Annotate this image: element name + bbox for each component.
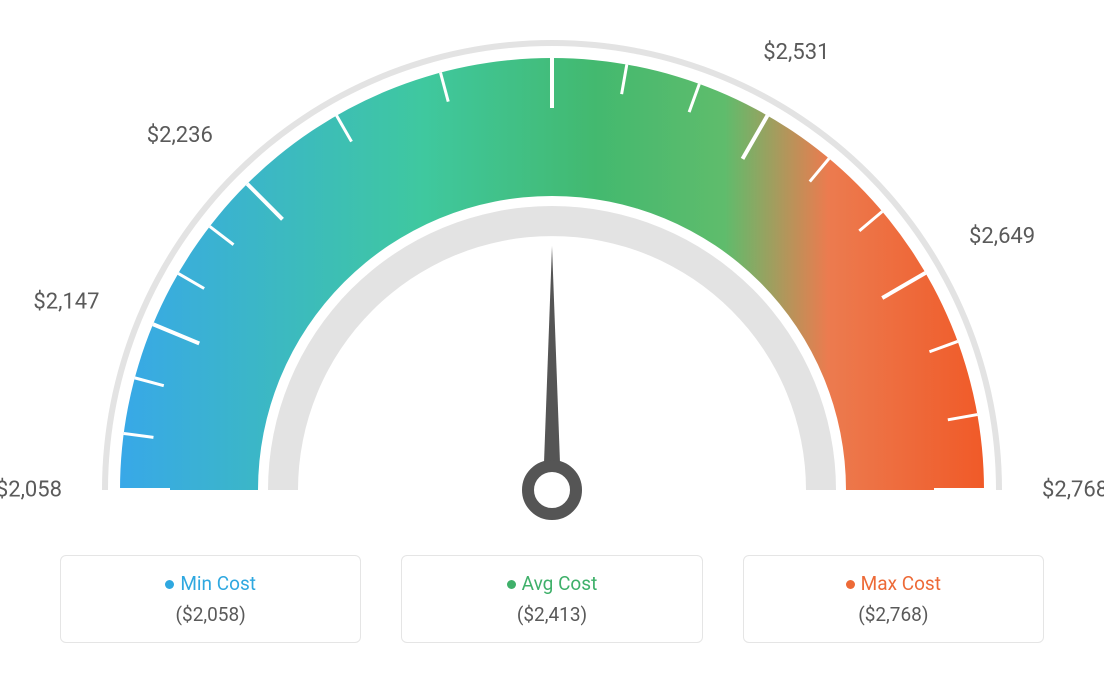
legend-title: Min Cost xyxy=(81,572,340,595)
gauge-chart xyxy=(0,0,1104,560)
legend-dot xyxy=(846,580,855,589)
gauge-area: $2,058$2,147$2,236$2,413$2,531$2,649$2,7… xyxy=(0,0,1104,540)
legend-card: Avg Cost ($2,413) xyxy=(401,555,702,643)
legend-value: ($2,413) xyxy=(422,603,681,626)
legend-title-text: Max Cost xyxy=(861,572,941,595)
needle-hub xyxy=(528,466,576,514)
legend-dot xyxy=(507,580,516,589)
legend-dot xyxy=(165,580,174,589)
legend-value: ($2,058) xyxy=(81,603,340,626)
legend-title: Avg Cost xyxy=(422,572,681,595)
tick-label: $2,147 xyxy=(33,289,99,314)
tick-label: $2,531 xyxy=(763,40,829,65)
cost-gauge-container: $2,058$2,147$2,236$2,413$2,531$2,649$2,7… xyxy=(0,0,1104,690)
gauge-needle xyxy=(543,246,561,490)
legend-card: Max Cost ($2,768) xyxy=(743,555,1044,643)
legend-card: Min Cost ($2,058) xyxy=(60,555,361,643)
legend-title-text: Avg Cost xyxy=(522,572,598,595)
legend-value: ($2,768) xyxy=(764,603,1023,626)
tick-label: $2,236 xyxy=(147,123,213,148)
legend-row: Min Cost ($2,058) Avg Cost ($2,413) Max Cost… xyxy=(0,555,1104,643)
tick-label: $2,058 xyxy=(0,478,62,503)
legend-title-text: Min Cost xyxy=(180,572,256,595)
legend-title: Max Cost xyxy=(764,572,1023,595)
tick-label: $2,649 xyxy=(969,224,1035,249)
tick-label: $2,768 xyxy=(1042,478,1104,503)
